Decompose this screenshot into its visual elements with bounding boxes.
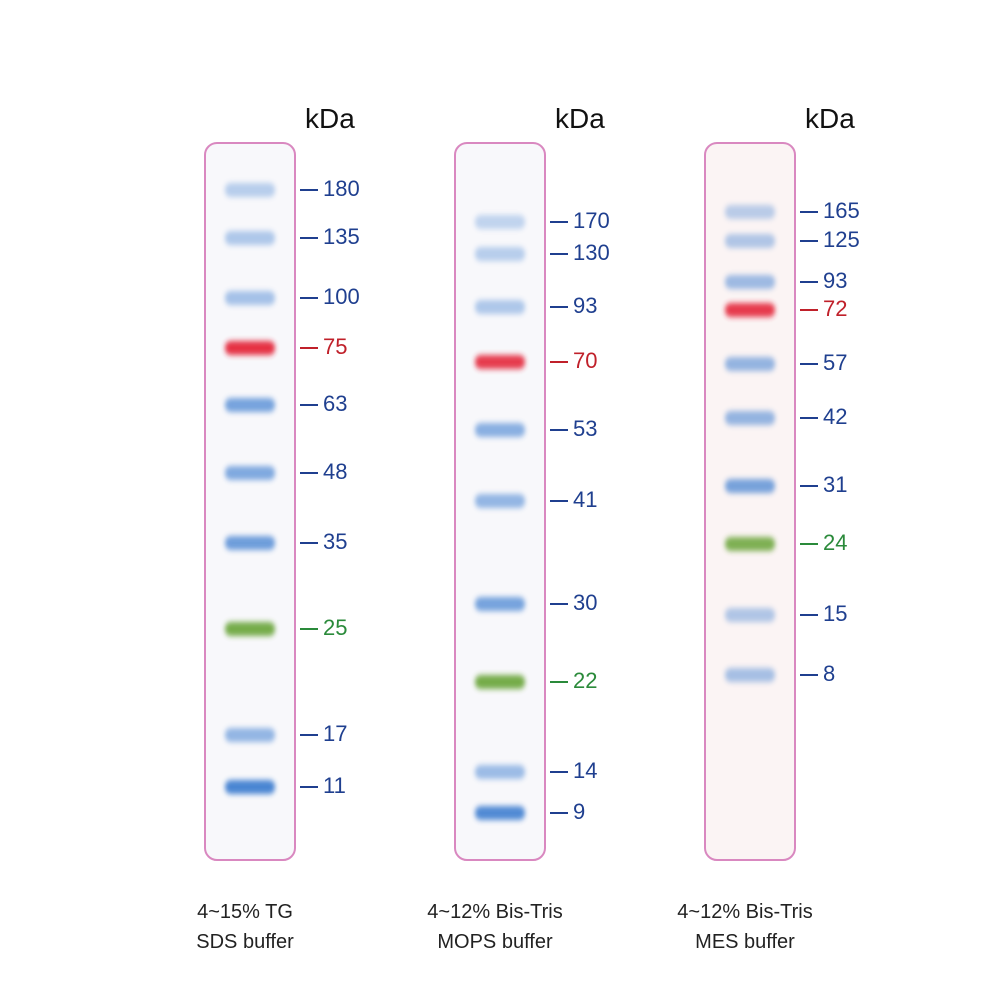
- band-label: 11: [323, 773, 346, 798]
- band-label: 165: [823, 198, 860, 223]
- band-label: 8: [823, 661, 835, 686]
- band: [725, 357, 775, 371]
- band: [225, 466, 275, 480]
- lane: kDa 180 135 100 75 63 48 35 25 17 11 4~15% TG SDS bu…: [196, 103, 359, 953]
- band-label: 170: [573, 208, 610, 233]
- band: [725, 537, 775, 551]
- band: [225, 231, 275, 245]
- band: [475, 300, 525, 314]
- band-label: 93: [573, 293, 597, 318]
- band: [475, 597, 525, 611]
- lane-box: [704, 142, 796, 861]
- lane-caption: 4~12% Bis-Tris: [677, 901, 812, 923]
- band: [225, 780, 275, 794]
- lane-caption: 4~12% Bis-Tris: [427, 901, 562, 923]
- unit-label: kDa: [555, 103, 605, 134]
- band: [225, 536, 275, 550]
- band-label: 24: [823, 530, 847, 555]
- band-label: 9: [573, 799, 585, 824]
- lane: kDa 170 130 93 70 53 41 30 22 14 9 4~12% Bis-Tris MO…: [427, 103, 609, 953]
- band-label: 53: [573, 416, 597, 441]
- band: [475, 675, 525, 689]
- unit-label: kDa: [305, 103, 355, 134]
- band: [725, 234, 775, 248]
- band-label: 30: [573, 590, 597, 615]
- band: [475, 215, 525, 229]
- band: [725, 668, 775, 682]
- band-label: 100: [323, 284, 360, 309]
- band-label: 93: [823, 268, 847, 293]
- band: [475, 247, 525, 261]
- band-label: 31: [823, 472, 847, 497]
- band-label: 17: [323, 721, 347, 746]
- band: [725, 479, 775, 493]
- band: [725, 411, 775, 425]
- band: [225, 183, 275, 197]
- band-label: 48: [323, 459, 347, 484]
- band: [725, 275, 775, 289]
- band-label: 22: [573, 668, 597, 693]
- band-label: 57: [823, 350, 847, 375]
- lane: kDa 165 125 93 72 57 42 31 24 15 8 4~12% Bis-Tris ME…: [677, 103, 859, 953]
- band-label: 70: [573, 348, 597, 373]
- band-label: 15: [823, 601, 847, 626]
- lane-caption: SDS buffer: [196, 931, 294, 953]
- band: [725, 303, 775, 317]
- band: [225, 341, 275, 355]
- band-label: 35: [323, 529, 347, 554]
- band-label: 25: [323, 615, 347, 640]
- lane-caption: MES buffer: [695, 931, 795, 953]
- band-label: 72: [823, 296, 847, 321]
- band: [475, 806, 525, 820]
- band-label: 14: [573, 758, 597, 783]
- band-label: 42: [823, 404, 847, 429]
- band-label: 125: [823, 227, 860, 252]
- lane-box: [204, 142, 296, 861]
- band-label: 135: [323, 224, 360, 249]
- band: [475, 423, 525, 437]
- band: [225, 728, 275, 742]
- band-label: 180: [323, 176, 360, 201]
- band: [725, 205, 775, 219]
- band: [475, 355, 525, 369]
- band: [725, 608, 775, 622]
- lane-caption: MOPS buffer: [437, 931, 553, 953]
- band-label: 41: [573, 487, 597, 512]
- unit-label: kDa: [805, 103, 855, 134]
- band: [475, 765, 525, 779]
- band-label: 75: [323, 334, 347, 359]
- band-label: 130: [573, 240, 610, 265]
- band: [225, 398, 275, 412]
- band: [475, 494, 525, 508]
- lane-caption: 4~15% TG: [197, 901, 293, 923]
- band: [225, 291, 275, 305]
- band: [225, 622, 275, 636]
- band-label: 63: [323, 391, 347, 416]
